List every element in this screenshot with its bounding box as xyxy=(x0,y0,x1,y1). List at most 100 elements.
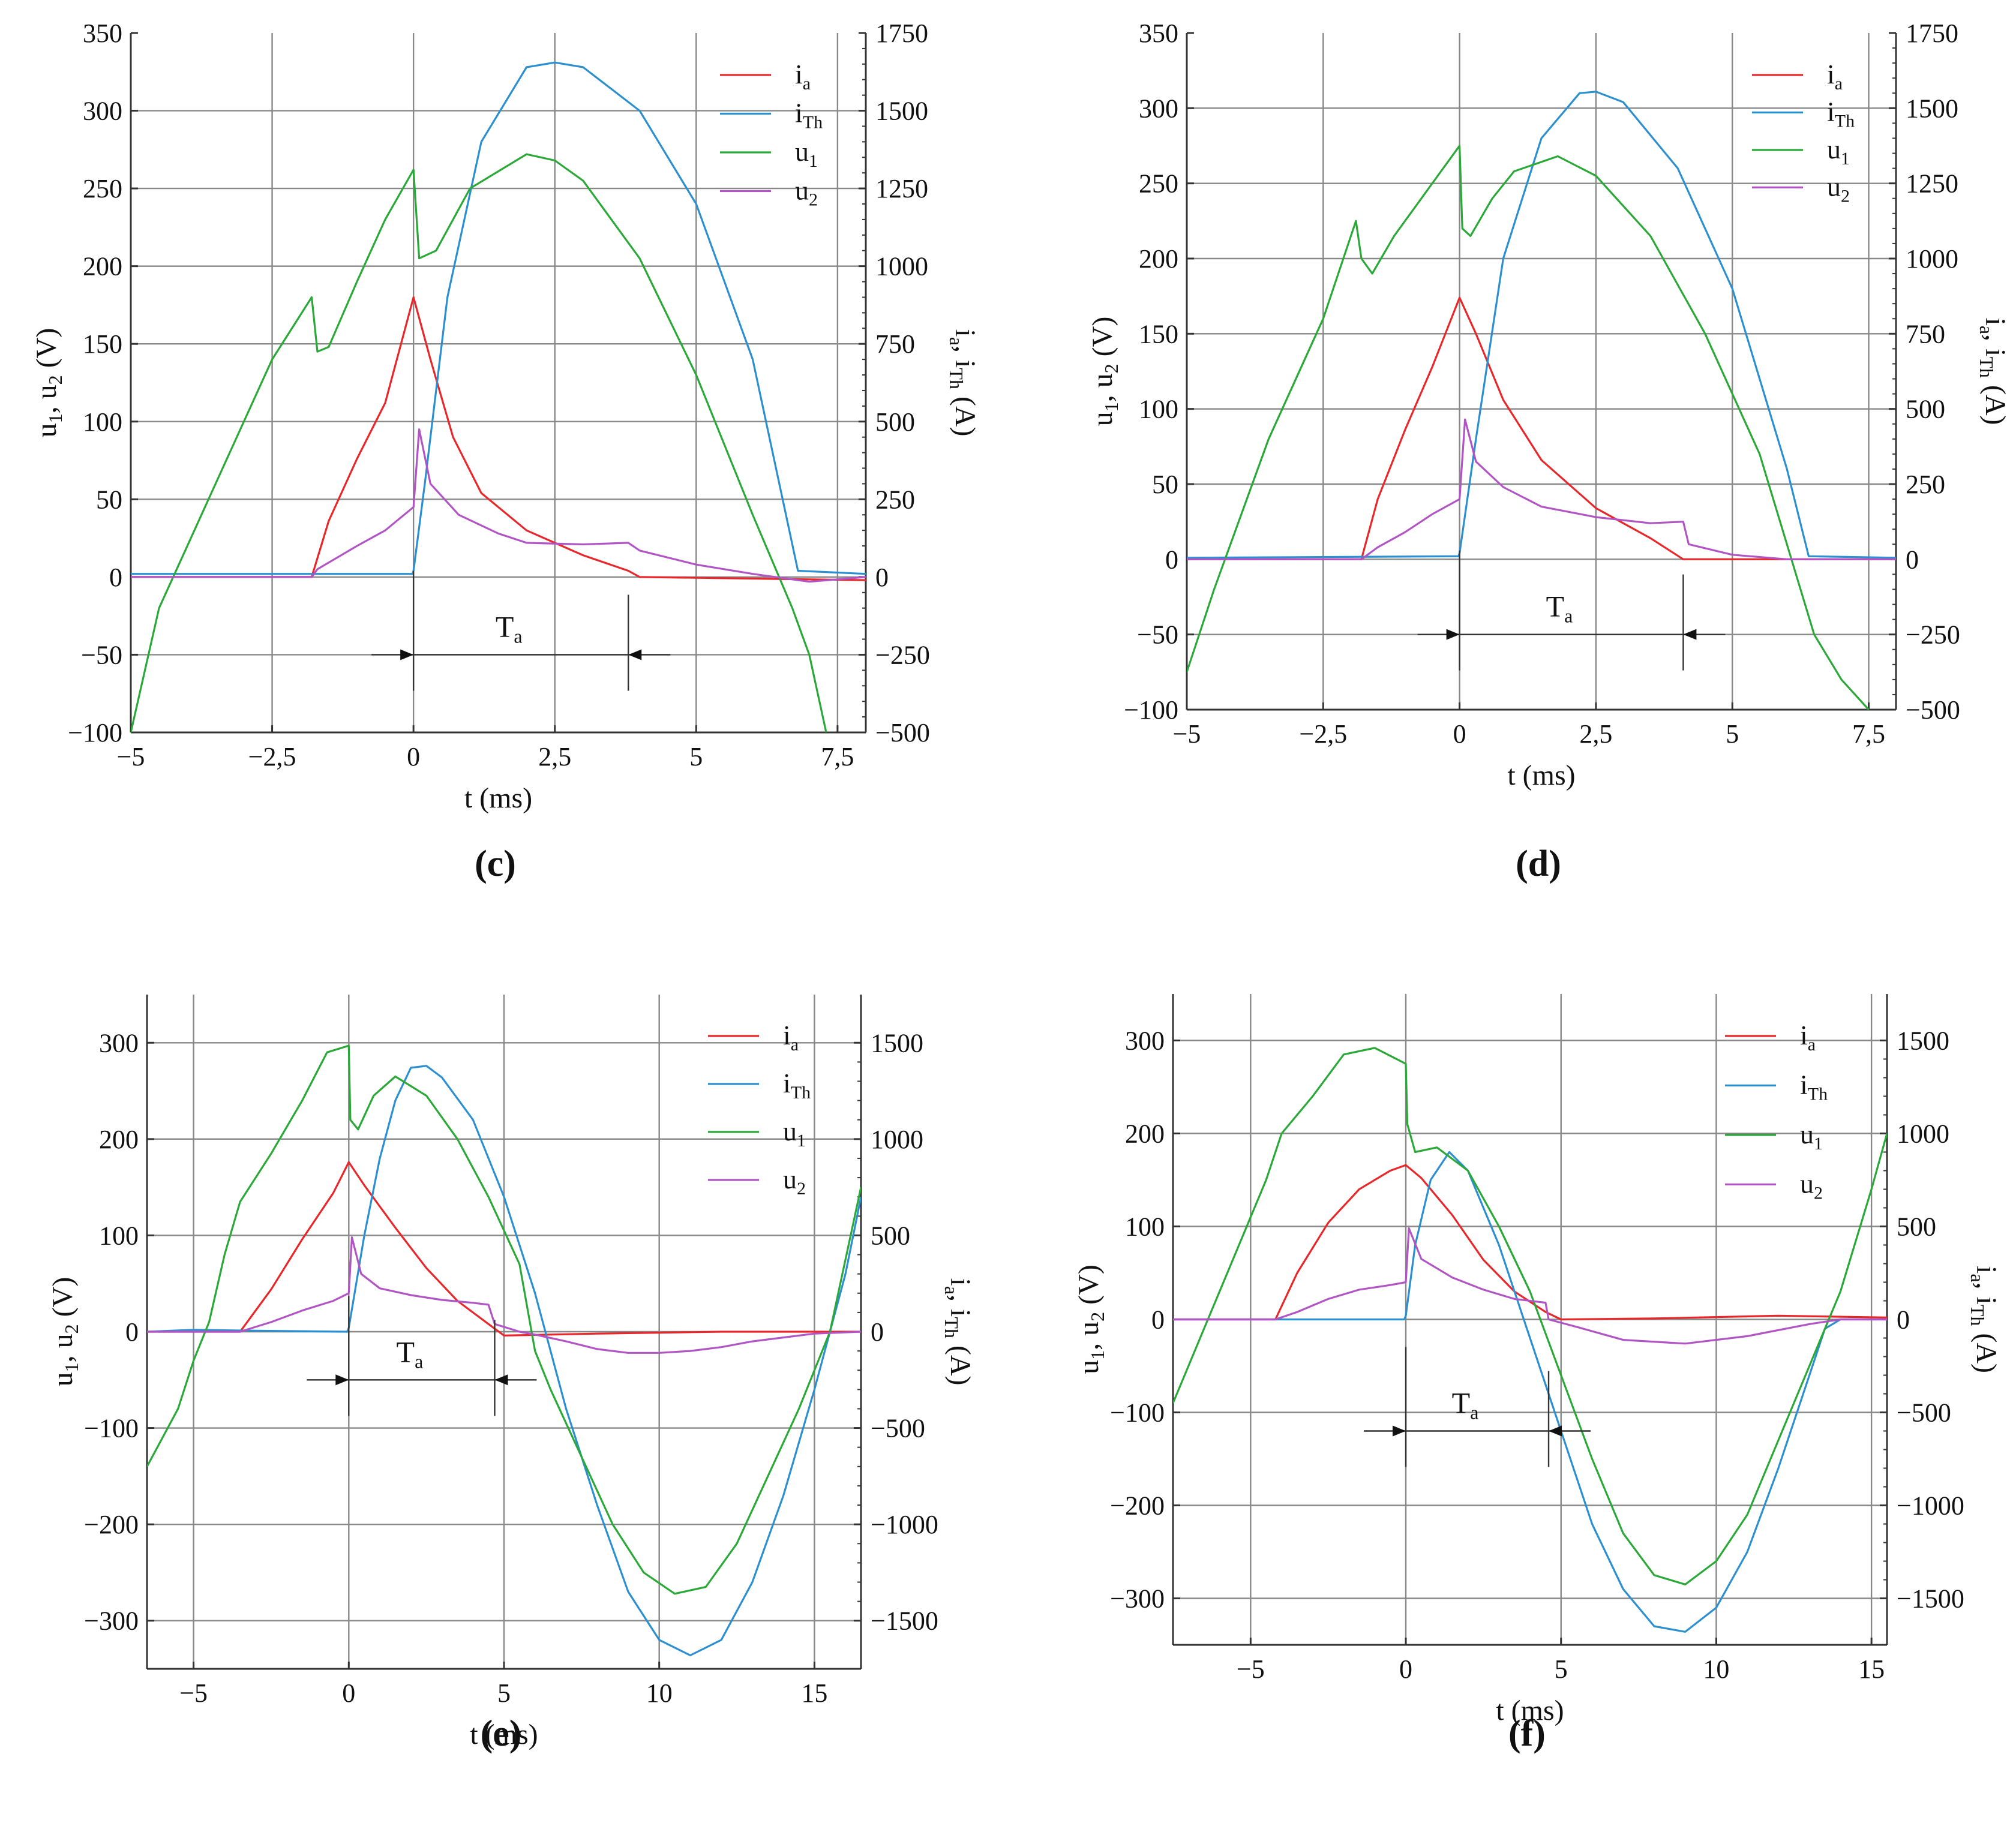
y2tick-label: 0 xyxy=(1906,545,1919,574)
legend-sub: 2 xyxy=(1841,187,1850,206)
legend-label-ith: iTh xyxy=(1827,97,1855,131)
legend-main: u xyxy=(1827,134,1841,164)
legend-main: i xyxy=(795,98,803,128)
y2label-sub: Th xyxy=(946,368,967,389)
y-axis-label: u1, u2 (V) xyxy=(47,1277,82,1387)
y-axis-label: u1, u2 (V) xyxy=(1087,317,1122,427)
y2label-sub: a xyxy=(1967,1274,1988,1282)
ytick-label: −100 xyxy=(1110,1398,1165,1428)
y2tick-label: 500 xyxy=(875,407,915,437)
series-line-u2 xyxy=(131,428,866,583)
ytick-label: −300 xyxy=(84,1606,139,1636)
legend-sub: Th xyxy=(1835,112,1855,131)
xtick-label: 15 xyxy=(1858,1654,1885,1684)
xtick-label: 0 xyxy=(1453,719,1466,749)
ta-sub: a xyxy=(514,625,522,647)
ta-label: Ta xyxy=(496,609,523,647)
ytick-label: 200 xyxy=(1139,244,1178,274)
legend-label-ia: ia xyxy=(1827,59,1843,94)
ylabel-sub: 1 xyxy=(61,1362,82,1372)
series-line-ith xyxy=(131,61,866,575)
y2tick-label: −250 xyxy=(875,640,930,669)
legend-label-u1: u1 xyxy=(783,1116,806,1151)
y2tick-label: 500 xyxy=(871,1221,910,1250)
xtick-label: −2,5 xyxy=(248,742,296,771)
y2tick-label: 750 xyxy=(1906,319,1945,349)
ylabel-part: , u xyxy=(47,1334,79,1362)
chart-panel-e: −300−200−1000100200300−1500−1000−5000500… xyxy=(47,995,976,1754)
legend-sub: 1 xyxy=(809,151,818,171)
y2tick-label: 1500 xyxy=(1897,1026,1949,1056)
y2label-part: i xyxy=(1979,317,2011,325)
ytick-label: 50 xyxy=(1152,470,1178,499)
legend-label-u1: u1 xyxy=(1827,134,1850,169)
legend-sub: a xyxy=(791,1035,799,1055)
y2label-sub: Th xyxy=(1976,356,1997,378)
panel-caption: (f) xyxy=(1508,1713,1546,1754)
ylabel-part: u xyxy=(47,1372,79,1386)
y2tick-label: 250 xyxy=(875,485,915,514)
ytick-label: 350 xyxy=(83,19,122,48)
x-axis-label: t (ms) xyxy=(464,782,532,814)
y2tick-label: −250 xyxy=(1906,620,1960,650)
ytick-label: 300 xyxy=(1125,1026,1165,1056)
ta-arrow-start xyxy=(1393,1425,1406,1437)
y2tick-label: 1500 xyxy=(1906,94,1958,123)
series-line-ia xyxy=(147,1161,861,1337)
ytick-label: −100 xyxy=(68,718,122,747)
y2label-sub: a xyxy=(1976,326,1997,334)
legend-sub: Th xyxy=(1808,1085,1828,1104)
ylabel-part: u xyxy=(1073,1360,1105,1374)
xtick-label: 0 xyxy=(1399,1654,1412,1684)
y2tick-label: 250 xyxy=(1906,470,1945,499)
y2tick-label: 1000 xyxy=(871,1125,923,1154)
y2tick-label: 1500 xyxy=(871,1028,923,1058)
legend-label-u2: u2 xyxy=(1800,1169,1823,1203)
series-group xyxy=(131,61,866,732)
xtick-label: 5 xyxy=(1726,719,1739,749)
ta-main: T xyxy=(1452,1386,1471,1420)
y2tick-label: 1750 xyxy=(875,19,928,48)
y2tick-label: 0 xyxy=(1897,1305,1910,1335)
ytick-label: 150 xyxy=(1139,319,1178,349)
ta-main: T xyxy=(397,1335,415,1368)
y2tick-label: −1500 xyxy=(871,1606,938,1636)
series-line-ith xyxy=(147,1065,861,1657)
series-line-ith xyxy=(1173,1151,1887,1633)
legend-main: i xyxy=(783,1020,791,1050)
ytick-label: −100 xyxy=(1124,695,1178,725)
legend-main: i xyxy=(1827,97,1835,127)
legend-main: u xyxy=(1800,1169,1814,1199)
ylabel-part: (V) xyxy=(1087,317,1118,364)
legend-label-ith: iTh xyxy=(783,1068,811,1103)
legend-sub: a xyxy=(803,74,811,94)
y2tick-label: 1500 xyxy=(875,97,928,126)
legend-label-ia: ia xyxy=(795,59,811,94)
y2label-sub: Th xyxy=(1967,1305,1988,1326)
series-line-u1 xyxy=(147,1044,861,1595)
y2tick-label: −500 xyxy=(875,718,930,747)
legend-sub: a xyxy=(1835,74,1843,94)
series-line-u1 xyxy=(1187,145,1870,710)
ytick-label: 100 xyxy=(83,407,122,437)
y2-axis-label: ia, iTh (A) xyxy=(1976,317,2011,425)
legend-main: i xyxy=(783,1068,791,1098)
ta-annotation xyxy=(1364,1347,1591,1467)
ytick-label: 100 xyxy=(1125,1212,1165,1242)
legend-main: i xyxy=(1827,59,1835,89)
ylabel-sub: 2 xyxy=(1087,1312,1108,1322)
xtick-label: 7,5 xyxy=(821,742,854,771)
xtick-label: −5 xyxy=(179,1678,208,1708)
legend-label-u2: u2 xyxy=(795,175,818,210)
ytick-label: 300 xyxy=(99,1028,139,1058)
legend-main: i xyxy=(1800,1070,1808,1100)
x-axis-label: t (ms) xyxy=(1496,1695,1564,1726)
y2tick-label: 750 xyxy=(875,329,915,359)
ylabel-part: , u xyxy=(1087,373,1118,402)
legend-sub: 1 xyxy=(1841,149,1850,169)
series-line-u1 xyxy=(1173,1047,1887,1585)
ta-label: Ta xyxy=(1452,1386,1479,1423)
y2label-part: , i xyxy=(1970,1283,2002,1305)
ylabel-sub: 2 xyxy=(61,1324,82,1334)
